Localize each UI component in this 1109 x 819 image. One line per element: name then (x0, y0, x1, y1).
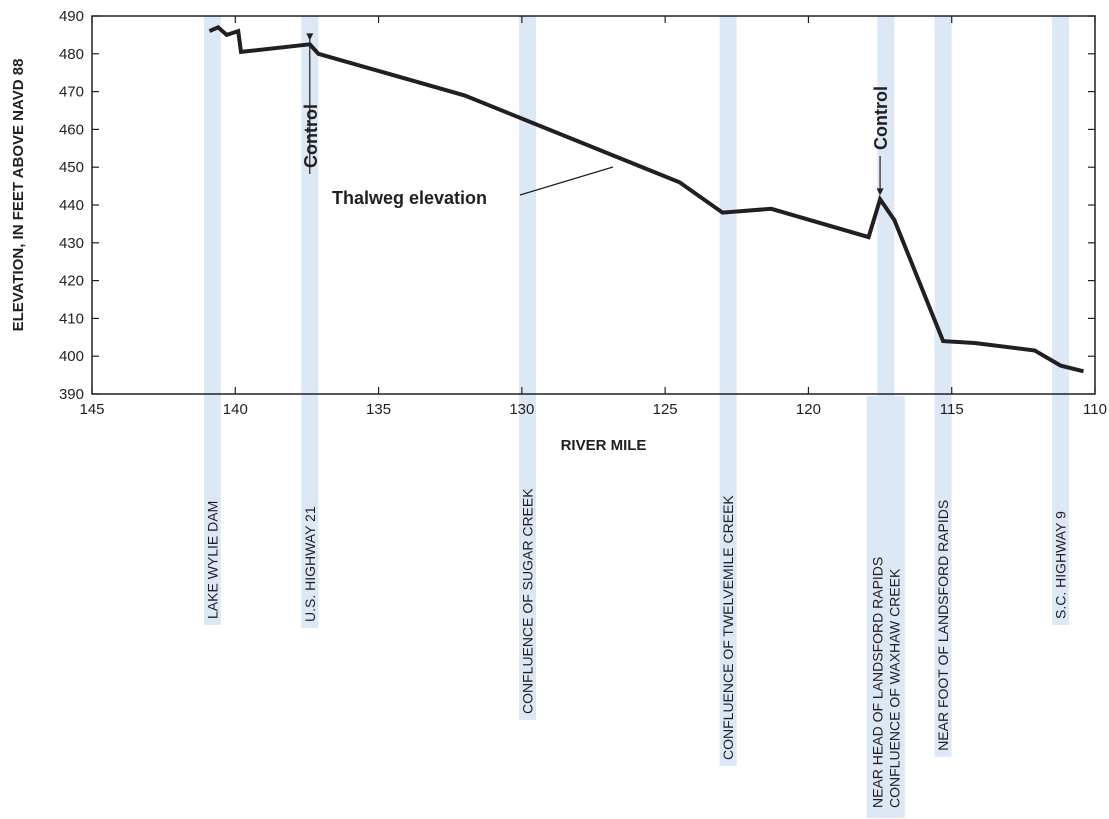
y-tick-label: 480 (59, 46, 84, 63)
x-tick-label: 130 (509, 401, 534, 418)
axis-ticks: 145 140 135 130 125 120 115 110 390 400 410 420 430 4… (59, 8, 1107, 418)
control-label: Control (871, 86, 891, 150)
landmark-label: CONFLUENCE OF TWELVEMILE CREEK (720, 495, 736, 760)
x-tick-label: 120 (796, 401, 821, 418)
thalweg-line (208, 24, 1084, 374)
landmark-label: NEAR FOOT OF LANDSFORD RAPIDS (935, 500, 951, 751)
x-tick-label: 140 (223, 401, 248, 418)
landmark-label: CONFLUENCE OF WAXHAW CREEK (886, 568, 902, 808)
landmark-band (203, 16, 221, 625)
x-tick-label: 135 (366, 401, 391, 418)
y-tick-label: 400 (59, 348, 84, 365)
landmark-label: CONFLUENCE OF SUGAR CREEK (520, 488, 536, 714)
landmark-label: U.S. HIGHWAY 21 (302, 506, 318, 622)
landmark-label: NEAR HEAD OF LANDSFORD RAPIDS (869, 557, 885, 808)
landmark-band (866, 396, 905, 818)
landmark-band (934, 16, 952, 757)
x-tick-label: 125 (653, 401, 678, 418)
y-tick-label: 410 (59, 310, 84, 327)
series-label-leader (519, 166, 614, 196)
landmark-label: LAKE WYLIE DAM (204, 501, 220, 619)
annotations: Thalweg elevation Control Control (301, 33, 891, 208)
x-tick-label: 115 (940, 401, 964, 418)
control-arrowhead (876, 188, 884, 196)
series-layer (208, 24, 1084, 374)
y-tick-label: 390 (59, 386, 84, 403)
y-tick-label: 470 (59, 84, 84, 101)
y-tick-label: 430 (59, 235, 84, 252)
y-tick-label: 460 (59, 121, 84, 138)
landmark-band (719, 16, 737, 766)
control-label: Control (301, 104, 321, 168)
y-tick-label: 450 (59, 159, 84, 176)
x-tick-label: 110 (1083, 401, 1107, 418)
landmark-band (301, 16, 319, 628)
landmark-band (1052, 16, 1070, 625)
y-tick-label: 490 (59, 8, 84, 25)
y-tick-label: 420 (59, 273, 84, 290)
x-tick-label: 145 (79, 401, 104, 418)
control-arrowhead (306, 33, 314, 41)
y-axis-title: ELEVATION, IN FEET ABOVE NAVD 88 (10, 59, 27, 332)
y-tick-label: 440 (59, 197, 84, 214)
landmark-bands (203, 16, 1070, 818)
series-label: Thalweg elevation (332, 188, 487, 208)
x-axis-title: RIVER MILE (561, 437, 647, 454)
landmark-label: S.C. HIGHWAY 9 (1053, 511, 1069, 619)
landmark-labels: LAKE WYLIE DAM U.S. HIGHWAY 21 CONFLUENCE … (204, 488, 1068, 808)
